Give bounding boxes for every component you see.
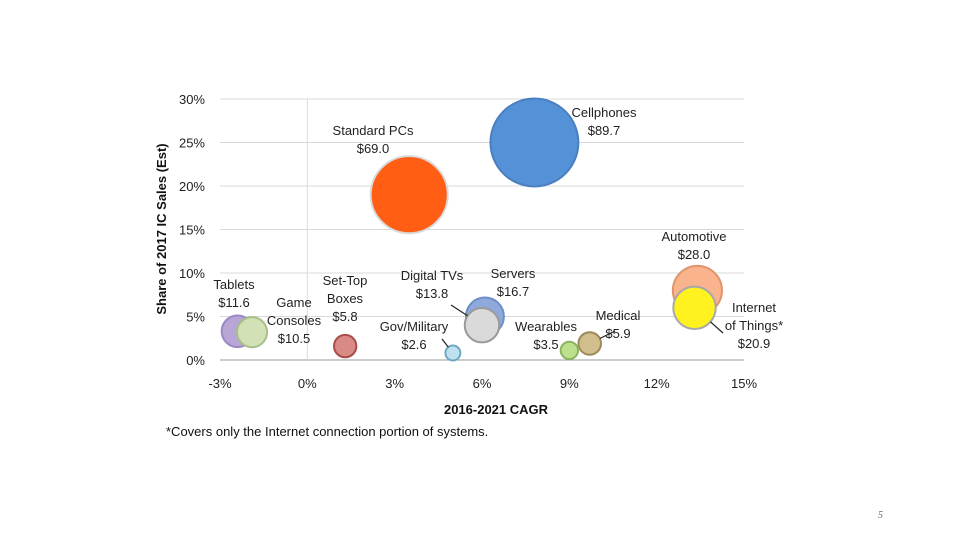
bubble-label-servers: Servers $16.7 — [491, 266, 536, 299]
x-axis-title: 2016-2021 CAGR — [444, 402, 549, 417]
x-tick-label: 15% — [731, 376, 757, 391]
y-axis-title: Share of 2017 IC Sales (Est) — [154, 143, 169, 314]
bubble-cellphones — [489, 97, 580, 188]
x-tick-label: 12% — [644, 376, 670, 391]
y-tick-label: 15% — [179, 223, 205, 238]
bubble-label-standard-pcs: Standard PCs $69.0 — [333, 123, 414, 156]
bubble-label-wearables: Wearables $3.5 — [515, 319, 577, 352]
bubble-game-consoles — [235, 316, 269, 349]
leader-line — [599, 330, 616, 340]
y-tick-label: 30% — [179, 92, 205, 107]
x-tick-label: 0% — [298, 376, 317, 391]
bubble-internet-of-things — [672, 285, 717, 331]
bubble-digital-tvs — [463, 306, 501, 344]
y-tick-label: 0% — [186, 353, 205, 368]
chart-bubbles — [220, 97, 723, 362]
bubble-standard-pcs — [369, 155, 449, 235]
bubble-label-digital-tvs: Digital TVs $13.8 — [401, 268, 464, 301]
bubble-label-internet-of-things: Internet of Things* $20.9 — [725, 300, 783, 351]
chart-gridlines — [220, 98, 744, 361]
leader-line — [710, 321, 724, 334]
bubble-medical — [577, 331, 602, 356]
bubble-label-automotive: Automotive $28.0 — [661, 229, 726, 262]
y-tick-label: 25% — [179, 136, 205, 151]
y-tick-label: 10% — [179, 266, 205, 281]
bubble-label-game-consoles: Game Consoles $10.5 — [267, 295, 322, 346]
chart-footnote: *Covers only the Internet connection por… — [166, 424, 489, 439]
chart-tick-labels: 0%5%10%15%20%25%30%-3% 0% 3% 6% 9% 12% 15% — [179, 92, 757, 391]
leader-line — [441, 338, 449, 348]
x-tick-label: -3% — [208, 376, 232, 391]
bubble-label-tablets: Tablets $11.6 — [213, 277, 255, 310]
leader-line — [450, 304, 468, 317]
y-tick-label: 20% — [179, 179, 205, 194]
bubble-label-cellphones: Cellphones $89.7 — [571, 105, 637, 138]
bubble-gov-military — [444, 344, 462, 362]
chart-bubble-labels: Cellphones $89.7 Standard PCs $69.0 Automoti… — [213, 105, 783, 352]
chart-leader-lines — [441, 304, 724, 348]
y-tick-label: 5% — [186, 310, 205, 325]
x-tick-label: 3% — [385, 376, 404, 391]
bubble-label-set-top-boxes: Set-Top Boxes $5.8 — [323, 273, 368, 324]
bubble-wearables — [559, 340, 580, 361]
x-tick-label: 9% — [560, 376, 579, 391]
bubble-label-medical: Medical $5.9 — [596, 308, 641, 341]
page-number: 5 — [878, 510, 883, 521]
x-tick-label: 6% — [473, 376, 492, 391]
bubble-label-gov-military: Gov/Military $2.6 — [380, 319, 449, 352]
bubble-set-top-boxes — [333, 333, 358, 359]
